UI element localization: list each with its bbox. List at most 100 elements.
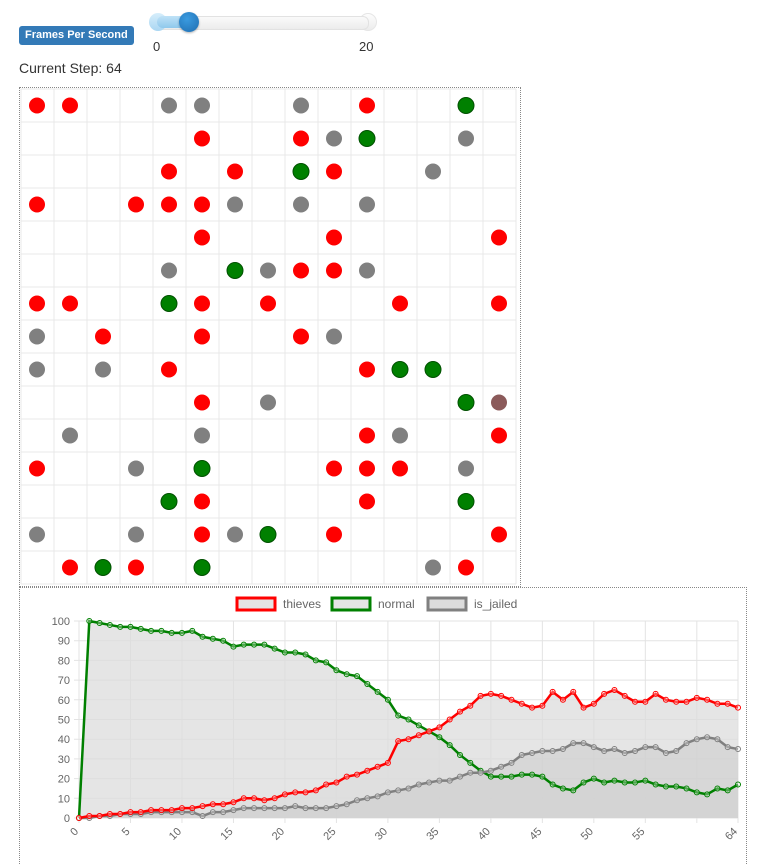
- legend-swatch-thieves[interactable]: [235, 596, 277, 612]
- point-normal: [549, 781, 556, 788]
- point-thieves: [652, 690, 659, 697]
- point-normal: [127, 623, 134, 630]
- agent-gray: [29, 361, 45, 378]
- point-thieves: [498, 692, 505, 699]
- agent-gray: [392, 427, 408, 444]
- point-is_jailed: [549, 748, 556, 755]
- agent-gray: [425, 559, 441, 576]
- agent-gray: [194, 427, 210, 444]
- agent-gray: [326, 130, 342, 147]
- point-normal: [199, 633, 206, 640]
- fps-slider[interactable]: [149, 12, 377, 32]
- point-thieves: [374, 763, 381, 770]
- point-normal: [662, 783, 669, 790]
- point-thieves: [292, 789, 299, 796]
- agent-red: [194, 526, 210, 543]
- agent-green: [457, 394, 475, 411]
- point-is_jailed: [693, 736, 700, 743]
- point-thieves: [178, 805, 185, 812]
- point-is_jailed: [384, 789, 391, 796]
- point-is_jailed: [261, 805, 268, 812]
- point-normal: [642, 777, 649, 784]
- agent-red: [491, 526, 507, 543]
- population-chart: 0 10 20 30 40 50 60 70 80 90 100 0 5 10 15 20 25 30 35 40 45…: [19, 587, 747, 864]
- agent-gray: [194, 97, 210, 114]
- agent-gray: [359, 262, 375, 279]
- point-normal: [158, 627, 165, 634]
- point-is_jailed: [467, 769, 474, 776]
- point-normal: [456, 751, 463, 758]
- point-normal: [364, 681, 371, 688]
- agent-red: [95, 328, 111, 345]
- slider-max-label: 20: [359, 39, 374, 54]
- agent-gray: [326, 328, 342, 345]
- point-is_jailed: [621, 749, 628, 756]
- agent-red: [260, 295, 276, 312]
- point-is_jailed: [240, 805, 247, 812]
- point-normal: [683, 785, 690, 792]
- point-thieves: [508, 696, 515, 703]
- agent-red: [227, 163, 243, 180]
- current-step: Current Step: 64: [19, 60, 122, 76]
- agent-red: [62, 97, 78, 114]
- agent-red: [326, 460, 342, 477]
- point-is_jailed: [704, 734, 711, 741]
- agent-red: [62, 295, 78, 312]
- point-normal: [302, 651, 309, 658]
- point-normal: [137, 625, 144, 632]
- point-is_jailed: [271, 805, 278, 812]
- point-thieves: [271, 795, 278, 802]
- point-thieves: [261, 797, 268, 804]
- point-is_jailed: [292, 803, 299, 810]
- y-tick-label: 60: [58, 695, 70, 707]
- x-tick-label: 0: [68, 826, 81, 839]
- point-normal: [96, 619, 103, 626]
- point-normal: [590, 775, 597, 782]
- point-is_jailed: [251, 805, 258, 812]
- agent-red: [194, 130, 210, 147]
- point-normal: [529, 771, 536, 778]
- agent-red: [491, 295, 507, 312]
- x-tick-label: 20: [270, 826, 287, 843]
- point-is_jailed: [508, 759, 515, 766]
- x-tick-label: 40: [476, 826, 493, 843]
- x-tick-label: 35: [424, 826, 441, 843]
- agent-green: [457, 97, 475, 114]
- point-thieves: [693, 694, 700, 701]
- agent-gray: [227, 526, 243, 543]
- agent-gray: [359, 196, 375, 213]
- legend-swatch-normal[interactable]: [330, 596, 372, 612]
- point-thieves: [168, 807, 175, 814]
- agent-red: [194, 229, 210, 246]
- point-thieves: [601, 690, 608, 697]
- point-is_jailed: [673, 748, 680, 755]
- agent-red: [29, 196, 45, 213]
- point-normal: [251, 641, 258, 648]
- agent-red: [326, 229, 342, 246]
- agent-gray: [161, 97, 177, 114]
- y-tick-label: 50: [58, 715, 70, 727]
- agent-red: [293, 262, 309, 279]
- agent-red: [194, 295, 210, 312]
- legend-label-is_jailed[interactable]: is_jailed: [474, 597, 517, 611]
- point-normal: [467, 759, 474, 766]
- y-tick-label: 90: [58, 636, 70, 648]
- point-thieves: [580, 704, 587, 711]
- legend-label-normal[interactable]: normal: [378, 597, 415, 611]
- point-thieves: [96, 813, 103, 820]
- agent-red: [326, 262, 342, 279]
- point-normal: [220, 637, 227, 644]
- legend-swatch-is_jailed[interactable]: [426, 596, 468, 612]
- agent-red: [128, 559, 144, 576]
- slider-handle[interactable]: [179, 12, 200, 32]
- point-is_jailed: [611, 746, 618, 753]
- point-normal: [405, 716, 412, 723]
- series-area-thieves: [79, 689, 738, 818]
- legend-label-thieves[interactable]: thieves: [283, 597, 321, 611]
- point-thieves: [632, 698, 639, 705]
- point-thieves: [570, 688, 577, 695]
- series-line-thieves: [78, 688, 739, 820]
- y-tick-label: 40: [58, 734, 70, 746]
- point-is_jailed: [426, 779, 433, 786]
- agent-red: [326, 526, 342, 543]
